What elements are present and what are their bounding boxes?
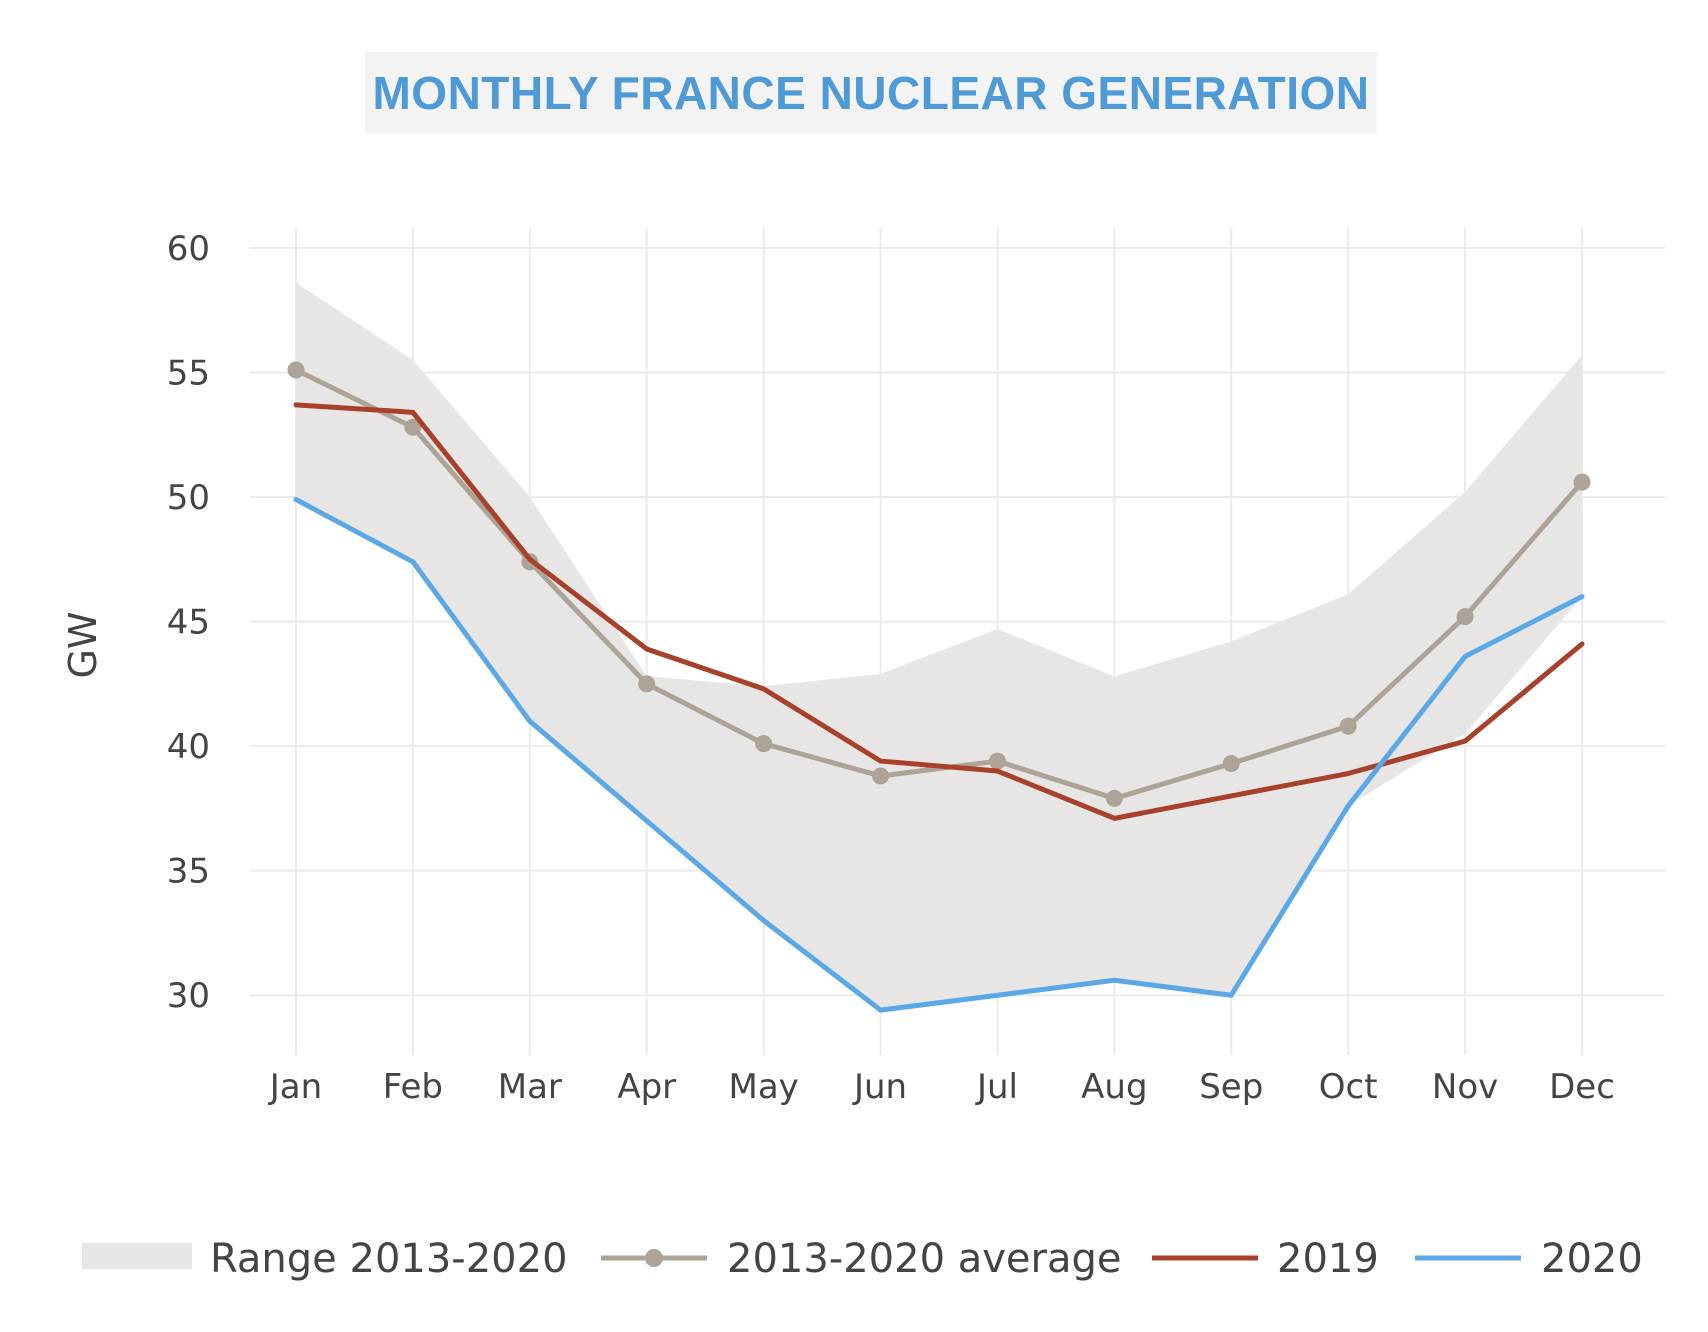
y-tick-label: 35 <box>167 852 210 892</box>
series-layer <box>287 361 1591 1013</box>
chart-title: MONTHLY FRANCE NUCLEAR GENERATION <box>365 52 1377 134</box>
series-line-2020 <box>293 497 1585 1013</box>
data-point-2013-2020-average <box>1456 608 1474 626</box>
x-tick-label: May <box>728 1067 798 1107</box>
data-point-2013-2020-average <box>404 418 422 436</box>
y-tick-label: 55 <box>167 353 210 393</box>
data-point-2013-2020-average <box>287 361 305 379</box>
legend-label-2019: 2019 <box>1277 1236 1379 1282</box>
y-tick-label: 40 <box>167 727 210 767</box>
legend-marker-2013-2020-average <box>645 1249 663 1267</box>
legend-label-range: Range 2013-2020 <box>210 1236 568 1282</box>
x-tick-label: Jan <box>268 1067 322 1107</box>
series-line-2019 <box>293 402 1585 821</box>
data-point-2013-2020-average <box>638 675 656 693</box>
x-tick-label: Mar <box>498 1067 562 1107</box>
y-tick-label: 60 <box>167 229 210 269</box>
y-tick-label: 45 <box>167 603 210 643</box>
data-point-2013-2020-average <box>1573 473 1591 491</box>
x-tick-label: Aug <box>1081 1067 1147 1107</box>
data-point-2013-2020-average <box>872 767 890 785</box>
x-tick-label: Jun <box>852 1067 907 1107</box>
legend-label-2013-2020-average: 2013-2020 average <box>727 1236 1122 1282</box>
x-tick-label: Dec <box>1549 1067 1615 1107</box>
legend-label-2020: 2020 <box>1541 1236 1643 1282</box>
range-band-layer <box>296 282 1582 1011</box>
data-point-2013-2020-average <box>1339 717 1357 735</box>
y-axis-title: GW <box>61 611 105 678</box>
data-point-2013-2020-average <box>988 752 1006 770</box>
x-axis-ticks: Jan Feb Mar Apr May Jun Jul Aug Sep Oct Nov Dec <box>268 1067 1615 1107</box>
x-tick-label: Apr <box>617 1067 676 1107</box>
legend-swatch-range <box>82 1243 192 1269</box>
x-tick-label: Jul <box>975 1067 1018 1107</box>
y-axis-ticks: 30 35 40 45 50 55 60 <box>167 229 210 1016</box>
x-tick-label: Oct <box>1319 1067 1378 1107</box>
x-tick-label: Feb <box>383 1067 443 1107</box>
x-tick-label: Nov <box>1432 1067 1498 1107</box>
x-tick-label: Sep <box>1199 1067 1263 1107</box>
range-band <box>296 282 1582 1011</box>
y-tick-label: 50 <box>167 478 210 518</box>
y-tick-label: 30 <box>167 976 210 1016</box>
data-point-2013-2020-average <box>1105 789 1123 807</box>
data-point-2013-2020-average <box>755 735 773 753</box>
legend: Range 2013-2020 2013-2020 average 2019 2020 <box>82 1236 1643 1282</box>
data-point-2013-2020-average <box>1222 755 1240 773</box>
